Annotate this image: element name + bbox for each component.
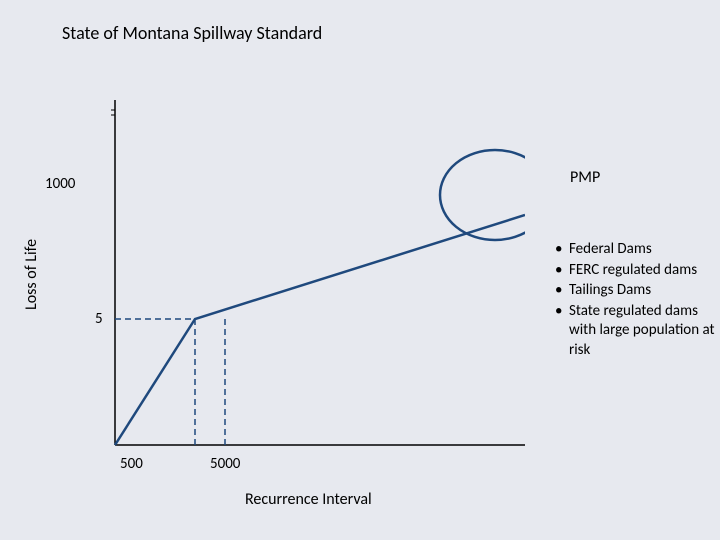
bullet-item: Tailings Dams <box>555 281 715 301</box>
y-axis-label: Loss of Life <box>22 239 41 310</box>
x-axis-label: Recurrence Interval <box>245 490 372 509</box>
bullet-item: Federal Dams <box>555 240 715 260</box>
chart-area <box>95 100 525 445</box>
x-tick-500: 500 <box>120 455 143 473</box>
pmp-label: PMP <box>570 168 600 187</box>
y-tick-1000: 1000 <box>45 175 75 193</box>
bullet-item: State regulated dams with large populati… <box>555 302 715 361</box>
chart-svg <box>95 100 525 450</box>
chart-title: State of Montana Spillway Standard <box>62 22 322 44</box>
bullet-list: Federal DamsFERC regulated damsTailings … <box>555 240 715 361</box>
bullet-item: FERC regulated dams <box>555 261 715 281</box>
x-tick-5000: 5000 <box>210 455 240 473</box>
